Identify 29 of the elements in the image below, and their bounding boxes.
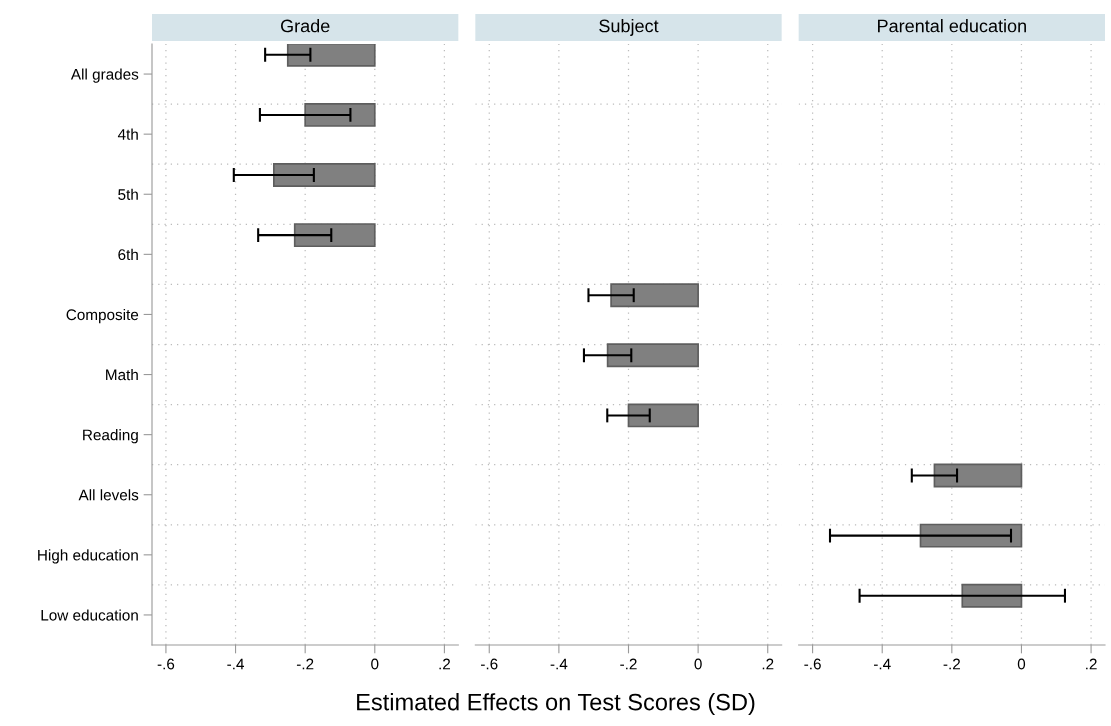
x-tick-label: -.6 — [157, 658, 175, 670]
x-tick-label: 0 — [371, 658, 379, 670]
x-axis-title: Estimated Effects on Test Scores (SD) — [357, 693, 755, 716]
x-tick-label: .2 — [439, 658, 451, 670]
y-tick-label: 4th — [117, 128, 138, 140]
y-tick-label: 5th — [118, 188, 138, 200]
chart-title: Subject — [599, 19, 659, 36]
y-tick-label: All levels — [78, 489, 139, 501]
x-tick-label: -.4 — [550, 658, 568, 670]
x-tick-label: -.2 — [296, 658, 314, 670]
x-tick-label: -.4 — [227, 658, 245, 670]
y-tick-label: Math — [106, 369, 138, 381]
y-tick-label: Composite — [66, 308, 139, 324]
chart-title: Grade — [280, 19, 330, 33]
y-tick-label: Low education — [41, 609, 138, 621]
x-tick-label: -.2 — [943, 658, 960, 670]
x-tick-label: .2 — [1086, 658, 1097, 670]
x-tick-label: -.6 — [481, 658, 498, 670]
y-tick-label: All grades — [70, 68, 139, 83]
x-tick-label: -.4 — [873, 658, 891, 670]
chart-title: Parental education — [878, 19, 1026, 33]
x-tick-label: -.2 — [620, 658, 637, 670]
y-tick-label: Reading — [83, 429, 138, 444]
x-tick-label: 0 — [694, 658, 702, 670]
x-tick-label: -.6 — [804, 658, 821, 670]
x-tick-label: .2 — [762, 658, 774, 670]
x-tick-label: 0 — [1017, 658, 1026, 670]
y-tick-label: High education — [38, 549, 138, 564]
y-tick-label: 6th — [118, 248, 138, 261]
